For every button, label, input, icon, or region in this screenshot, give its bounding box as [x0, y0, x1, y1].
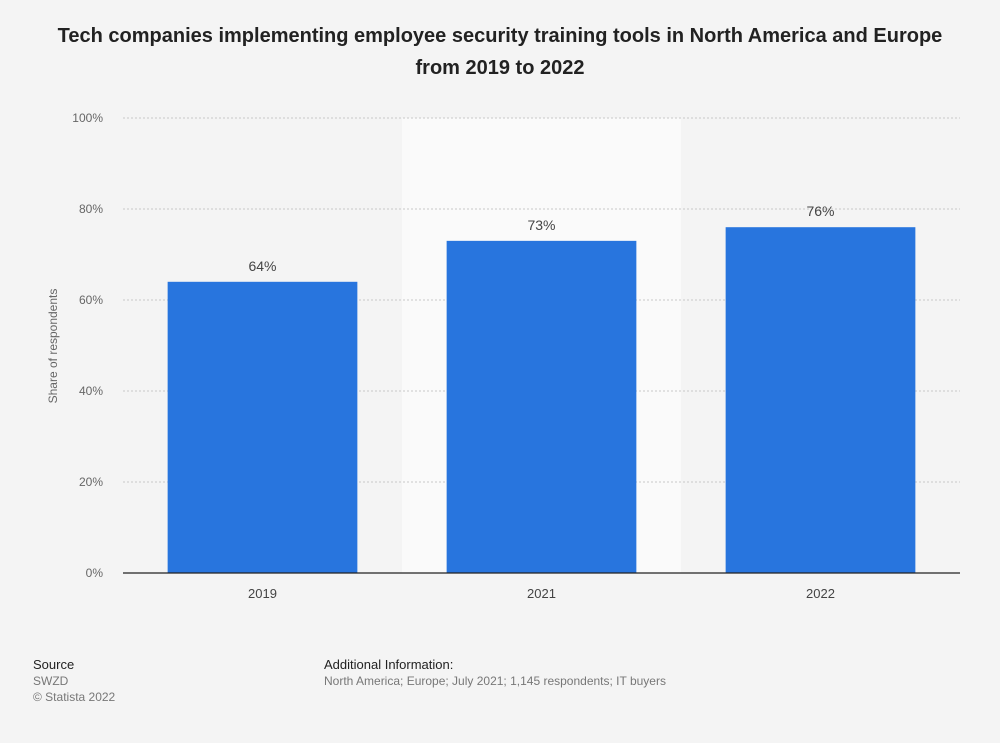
source-block: Source SWZD © Statista 2022: [33, 657, 115, 705]
data-label-2022: 76%: [806, 203, 834, 219]
y-tick-label: 40%: [79, 384, 103, 398]
x-tick-label-2022: 2022: [806, 586, 835, 601]
y-tick-label: 0%: [86, 566, 104, 580]
source-heading: Source: [33, 657, 75, 672]
copyright: © Statista 2022: [33, 690, 116, 704]
x-tick-label-2019: 2019: [248, 586, 277, 601]
bar-2021: [446, 240, 637, 573]
x-tick-label-2021: 2021: [527, 586, 556, 601]
data-label-2019: 64%: [248, 258, 276, 274]
chart-title: Tech companies implementing employee sec…: [57, 25, 943, 79]
y-tick-label: 100%: [72, 111, 103, 125]
y-tick-label: 60%: [79, 293, 103, 307]
y-tick-label: 20%: [79, 475, 103, 489]
y-tick-label: 80%: [79, 202, 103, 216]
y-axis-label: Share of respondents: [46, 289, 60, 404]
additional-info-heading: Additional Information:: [324, 657, 454, 672]
additional-info-text: North America; Europe; July 2021; 1,145 …: [324, 674, 666, 688]
source-name: SWZD: [33, 674, 69, 688]
data-label-2021: 73%: [527, 217, 555, 233]
bar-2019: [167, 281, 358, 573]
bar-2022: [725, 227, 916, 573]
additional-info-block: Additional Information: North America; E…: [324, 657, 666, 689]
